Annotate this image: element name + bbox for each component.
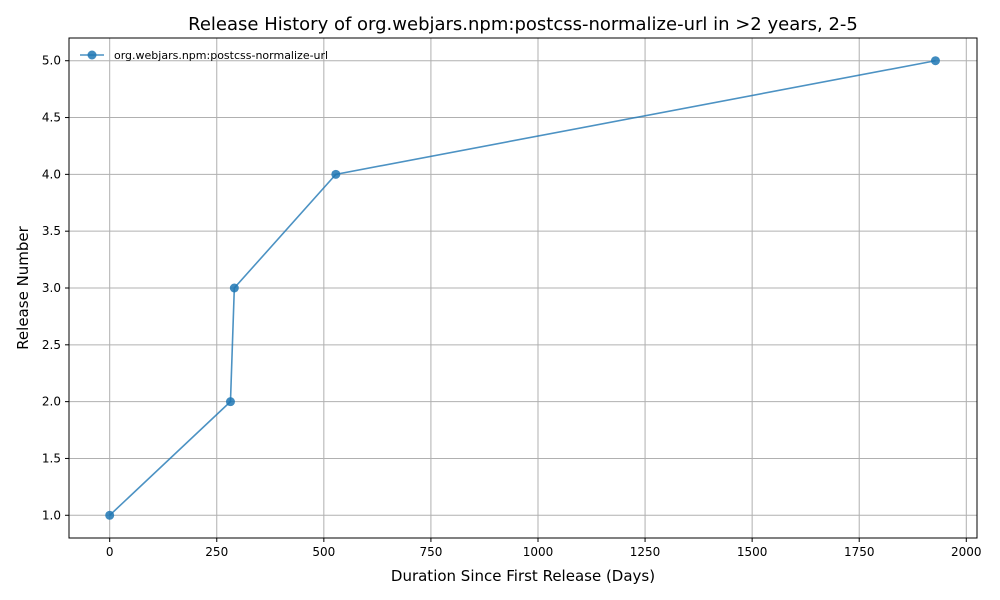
x-tick-label: 1500 xyxy=(737,545,768,559)
legend: org.webjars.npm:postcss-normalize-url xyxy=(80,49,328,62)
legend-entry: org.webjars.npm:postcss-normalize-url xyxy=(114,49,328,62)
x-tick-label: 1750 xyxy=(844,545,875,559)
chart-title: Release History of org.webjars.npm:postc… xyxy=(188,14,858,35)
y-tick-label: 3.0 xyxy=(42,281,61,295)
y-tick-label: 5.0 xyxy=(42,54,61,68)
x-tick-label: 1000 xyxy=(523,545,554,559)
data-point xyxy=(930,56,940,66)
data-point xyxy=(229,283,239,293)
x-tick-label: 750 xyxy=(419,545,442,559)
y-tick-label: 1.5 xyxy=(42,451,61,465)
data-point xyxy=(105,510,115,520)
grid xyxy=(69,38,977,538)
y-tick-label: 3.5 xyxy=(42,224,61,238)
x-tick-label: 0 xyxy=(106,545,114,559)
x-tick-label: 1250 xyxy=(630,545,661,559)
y-tick-label: 4.0 xyxy=(42,167,61,181)
y-tick-label: 4.5 xyxy=(42,111,61,125)
y-tick-label: 2.0 xyxy=(42,395,61,409)
series-layer xyxy=(105,56,940,520)
y-axis: 1.0 1.5 2.0 2.5 3.0 3.5 4.0 4.5 5.0 xyxy=(42,54,69,522)
data-point xyxy=(331,169,341,179)
x-tick-label: 250 xyxy=(205,545,228,559)
x-axis-label: Duration Since First Release (Days) xyxy=(391,567,655,585)
y-tick-label: 1.0 xyxy=(42,508,61,522)
legend-marker xyxy=(87,50,97,60)
x-tick-label: 2000 xyxy=(951,545,982,559)
data-point xyxy=(225,397,235,407)
x-axis: 0 250 500 750 1000 1250 1500 1750 2000 xyxy=(106,538,982,559)
y-axis-label: Release Number xyxy=(14,225,32,349)
x-tick-label: 500 xyxy=(312,545,335,559)
y-tick-label: 2.5 xyxy=(42,338,61,352)
